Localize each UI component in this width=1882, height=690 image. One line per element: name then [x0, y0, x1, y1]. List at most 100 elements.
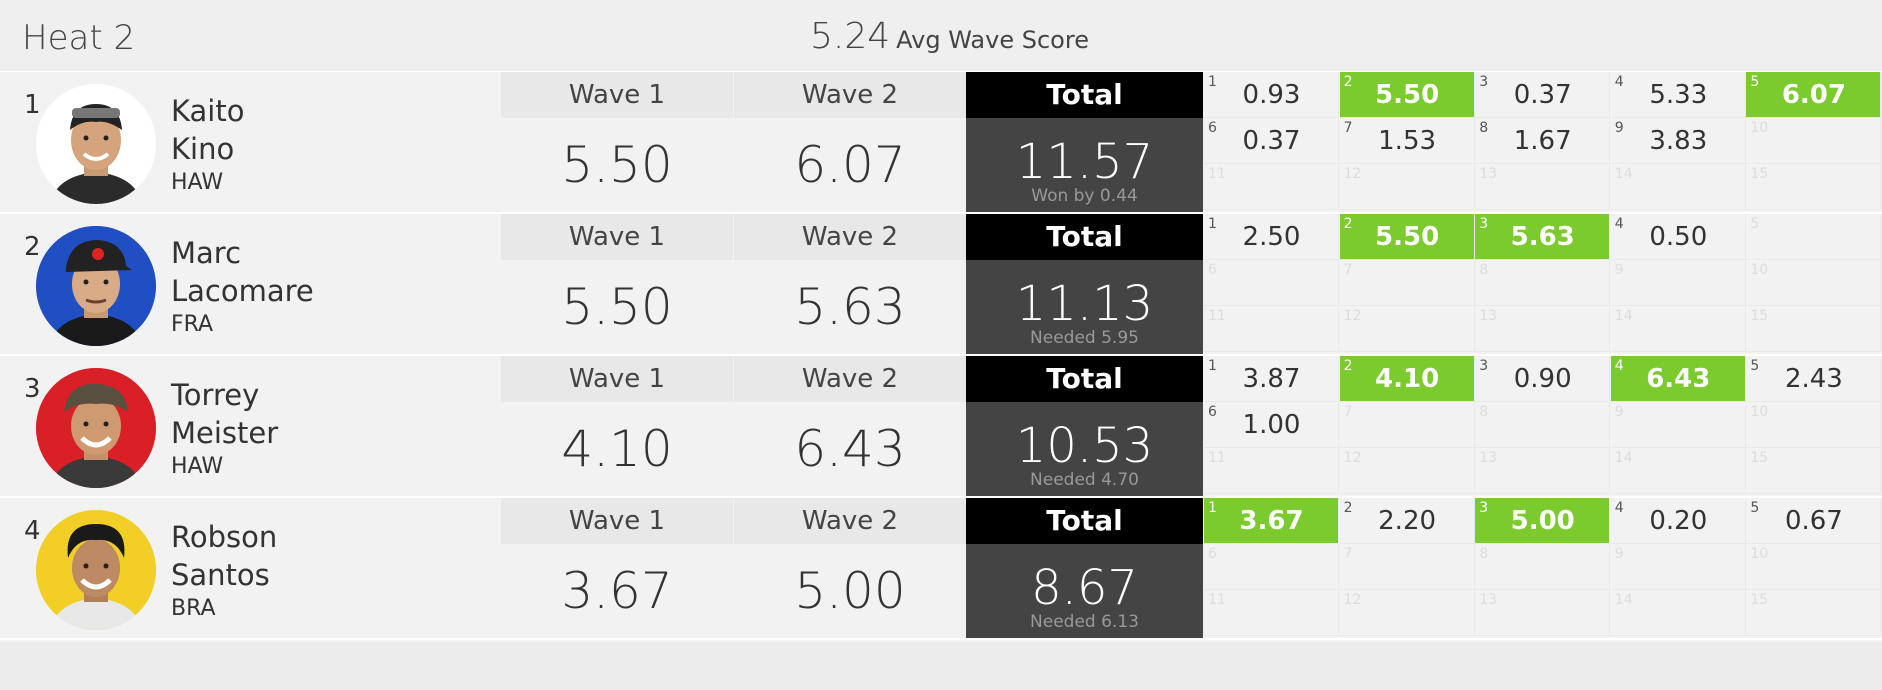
total-status: Needed 6.13	[1030, 612, 1139, 632]
wave-cell: 12	[1339, 306, 1475, 352]
wave-number: 10	[1750, 404, 1769, 420]
wave-cell: 2 4.10	[1339, 356, 1475, 402]
wave1-column: Wave 1 5.50	[501, 72, 733, 212]
wave-number: 14	[1614, 592, 1633, 608]
wave-number: 11	[1208, 166, 1226, 182]
wave-score: 5.50	[1375, 80, 1440, 110]
total-score: 10.53	[1015, 418, 1154, 474]
surfer-photo-icon	[36, 368, 156, 488]
surfer-last-name: Santos	[171, 558, 270, 592]
surfer-name[interactable]: Marc Lacomare	[171, 234, 314, 310]
surfer-photo-icon	[36, 84, 156, 204]
surfer-rank: 2	[24, 232, 41, 262]
wave-cell: 6 1.00	[1204, 402, 1339, 448]
surfer-name[interactable]: Robson Santos	[171, 518, 277, 594]
wave-number: 2	[1343, 358, 1353, 374]
surfer-first-name: Torrey	[171, 378, 260, 412]
wave-cell: 14	[1610, 164, 1746, 210]
surfer-row[interactable]: 1 Kaito Kino HAW Wave 1 5.50 Wave 2	[0, 72, 1882, 214]
wave-cell: 2 2.20	[1339, 498, 1475, 544]
wave-score: 3.67	[1239, 506, 1304, 536]
surfer-country: BRA	[171, 596, 216, 621]
avg-wave-score-label: Avg Wave Score	[896, 26, 1089, 54]
surfer-country: FRA	[171, 312, 214, 337]
wave-cell: 11	[1204, 590, 1339, 636]
wave-cell: 11	[1204, 164, 1339, 210]
wave-cell: 7 1.53	[1339, 118, 1475, 164]
wave-cell: 9	[1610, 544, 1746, 590]
wave-number: 5	[1750, 500, 1760, 516]
wave-cell: 8	[1475, 544, 1611, 590]
wave-cell: 1 3.87	[1204, 356, 1339, 402]
wave-number: 13	[1479, 166, 1498, 182]
wave-cell: 7	[1339, 260, 1475, 306]
total-score: 11.57	[1015, 134, 1154, 190]
wave-score: 5.63	[1510, 222, 1575, 252]
total-column: Total 11.13 Needed 5.95	[966, 214, 1203, 354]
wave1-score: 4.10	[561, 420, 673, 478]
wave-cell: 10	[1746, 402, 1882, 448]
wave-number: 12	[1343, 592, 1362, 608]
wave-cell: 13	[1475, 590, 1611, 636]
wave-number: 3	[1479, 74, 1489, 90]
surfer-row[interactable]: 3 Torrey Meister HAW Wave 1 4.10 Wave 2	[0, 356, 1882, 498]
surfer-name[interactable]: Torrey Meister	[171, 376, 278, 452]
heat-title: Heat 2	[22, 18, 136, 58]
surfer-row[interactable]: 4 Robson Santos BRA Wave 1 3.67 Wave 2	[0, 498, 1882, 640]
wave2-column: Wave 2 5.63	[734, 214, 966, 354]
wave-cell: 8	[1475, 260, 1611, 306]
wave-number: 3	[1479, 500, 1489, 516]
total-status: Needed 4.70	[1030, 470, 1139, 490]
wave-number: 5	[1750, 74, 1760, 90]
total-column: Total 8.67 Needed 6.13	[966, 498, 1203, 638]
surfer-name[interactable]: Kaito Kino	[171, 92, 244, 168]
wave-score: 1.00	[1242, 410, 1301, 440]
wave-number: 2	[1343, 74, 1353, 90]
avg-wave-score: 5.24 Avg Wave Score	[810, 16, 1089, 57]
wave2-score: 5.63	[794, 278, 906, 336]
wave-cell: 11	[1204, 448, 1339, 494]
wave-number: 8	[1479, 120, 1489, 136]
wave-number: 12	[1343, 166, 1362, 182]
footer-bar	[0, 642, 1882, 690]
wave-score: 1.53	[1378, 126, 1437, 156]
wave1-header: Wave 1	[501, 356, 733, 402]
wave-score: 0.93	[1242, 80, 1301, 110]
wave-number: 9	[1614, 546, 1624, 562]
avatar	[36, 226, 156, 346]
wave-cell: 9	[1610, 260, 1746, 306]
surfer-last-name: Kino	[171, 132, 235, 166]
wave-cell: 9	[1610, 402, 1746, 448]
wave-cell: 3 5.63	[1475, 214, 1611, 260]
wave-score: 2.20	[1378, 506, 1437, 536]
wave-score: 4.10	[1375, 364, 1440, 394]
wave2-score: 6.43	[794, 420, 906, 478]
wave-grid: 1 2.50 2 5.50 3 5.63 4 0.50 5 6 7 8 9 10 11 12 13 14 15	[1204, 214, 1882, 354]
wave-grid: 1 3.67 2 2.20 3 5.00 4 0.20 5 0.67 6 7 8 9 10 11 12 13 14 1…	[1204, 498, 1882, 638]
wave2-header: Wave 2	[734, 214, 966, 260]
surfer-country: HAW	[171, 170, 224, 195]
wave-number: 8	[1479, 404, 1489, 420]
surfer-first-name: Marc	[171, 236, 242, 270]
surfer-country: HAW	[171, 454, 224, 479]
wave2-score: 6.07	[794, 136, 906, 194]
surfer-photo-icon	[36, 510, 156, 630]
wave-cell: 7	[1339, 544, 1475, 590]
wave-cell: 12	[1339, 590, 1475, 636]
wave-cell: 12	[1339, 448, 1475, 494]
wave-number: 11	[1208, 450, 1226, 466]
wave1-column: Wave 1 4.10	[501, 356, 733, 496]
wave1-header: Wave 1	[501, 214, 733, 260]
surfer-photo-icon	[36, 226, 156, 346]
wave-cell: 15	[1746, 306, 1882, 352]
wave-score: 6.43	[1646, 364, 1711, 394]
wave-number: 13	[1479, 592, 1498, 608]
wave2-column: Wave 2 6.07	[734, 72, 966, 212]
wave2-header: Wave 2	[734, 356, 966, 402]
wave-number: 10	[1750, 120, 1769, 136]
surfer-row[interactable]: 2 Marc Lacomare FRA Wave 1 5.50 Wav	[0, 214, 1882, 356]
total-header: Total	[966, 214, 1203, 260]
wave2-header: Wave 2	[734, 72, 966, 118]
wave-cell: 1 0.93	[1204, 72, 1339, 118]
wave-cell: 14	[1610, 306, 1746, 352]
